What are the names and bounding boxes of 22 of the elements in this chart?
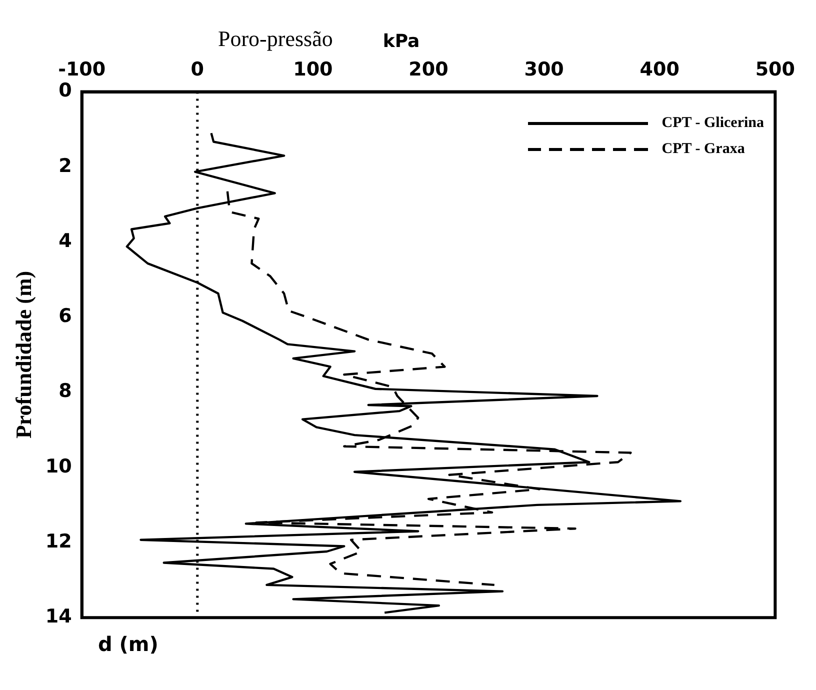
y-tick-label: 8 [58, 380, 72, 402]
x-tick-label: 0 [190, 58, 204, 80]
text: d (m) [97, 632, 160, 656]
y-tick-label: 4 [58, 230, 72, 252]
x-tick-label: 300 [524, 58, 564, 80]
legend-label: CPT - Graxa [662, 140, 745, 158]
x-axis-title: kPa [382, 31, 420, 52]
y-tick-label: 14 [45, 606, 72, 628]
y-tick-label: 6 [58, 305, 72, 328]
chart-title: Poro-pressão [218, 26, 333, 52]
legend-label: CPT - Glicerina [662, 114, 764, 132]
y-tick-label: 0 [58, 80, 72, 102]
x-tick-label: 400 [640, 58, 680, 80]
x-tick-label: -100 [58, 58, 106, 80]
x-tick-label: 100 [293, 58, 333, 80]
y-tick-label: 2 [58, 154, 72, 177]
line-series [226, 190, 632, 586]
x-tick-label: 500 [755, 58, 796, 80]
y-tick-label: 10 [45, 455, 72, 478]
x-tick-label: 200 [408, 58, 448, 80]
y-axis-title: Profundidade (m) [10, 270, 36, 439]
y-tick-label: 12 [45, 530, 72, 552]
